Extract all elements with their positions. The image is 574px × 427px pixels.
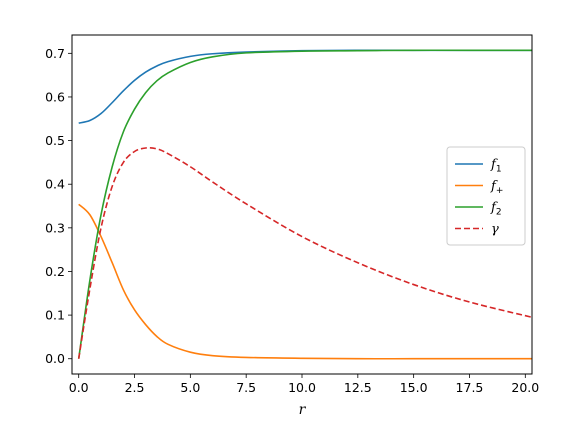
x-tick-label: 17.5 — [456, 380, 484, 395]
x-tick-label: 7.5 — [236, 380, 256, 395]
legend-label: f2 — [490, 201, 502, 218]
y-tick-label: 0.1 — [45, 308, 65, 323]
x-tick-label: 0.0 — [69, 380, 89, 395]
x-tick-label: 10.0 — [288, 380, 316, 395]
x-tick-label: 5.0 — [180, 380, 200, 395]
y-tick-label: 0.0 — [45, 351, 65, 366]
y-tick-label: 0.6 — [45, 89, 65, 104]
y-axis: 0.0 0.1 0.2 0.3 0.4 0.5 0.6 0.7 — [45, 46, 72, 366]
y-tick-label: 0.3 — [45, 220, 65, 235]
series-line-0 — [78, 49, 532, 124]
legend-label: γ — [491, 222, 499, 237]
y-tick-label: 0.7 — [45, 46, 65, 61]
legend: f1f+f2γ — [446, 146, 526, 246]
y-tick-label: 0.2 — [45, 264, 65, 279]
x-tick-label: 12.5 — [344, 380, 372, 395]
series-line-3 — [77, 147, 532, 359]
x-axis: 0.0 2.5 5.0 7.5 10.0 12.5 15.0 17.5 20.0 — [69, 374, 539, 395]
y-tick-label: 0.5 — [45, 133, 65, 148]
y-tick-label: 0.4 — [45, 177, 65, 192]
plot-frame — [71, 34, 533, 375]
series-line-2 — [77, 49, 532, 359]
legend-box — [446, 146, 526, 246]
plot-lines — [77, 49, 532, 360]
x-tick-label: 2.5 — [125, 380, 145, 395]
x-tick-label: 20.0 — [511, 380, 539, 395]
x-axis-label: r — [299, 402, 307, 418]
series-line-1 — [78, 203, 532, 360]
legend-label: f1 — [490, 158, 502, 175]
x-tick-label: 15.0 — [400, 380, 428, 395]
